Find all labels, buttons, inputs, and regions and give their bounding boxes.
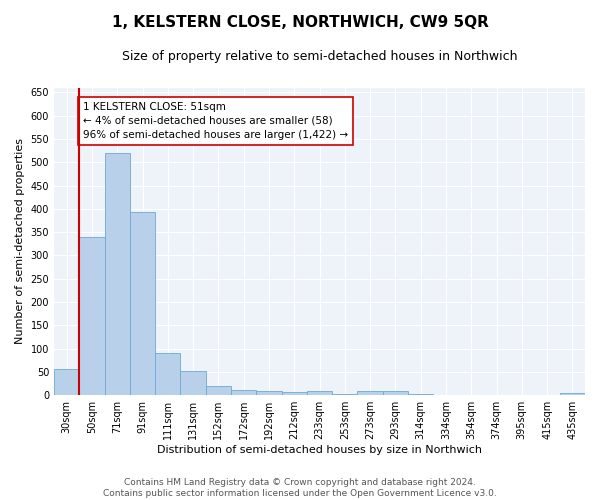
Bar <box>155 353 181 395</box>
Bar <box>560 393 585 395</box>
Bar <box>307 390 332 395</box>
Bar <box>231 390 256 395</box>
Bar <box>130 212 155 395</box>
Bar <box>408 394 433 395</box>
Bar <box>206 386 231 395</box>
Bar <box>383 391 408 395</box>
Bar <box>79 237 104 395</box>
Text: Contains HM Land Registry data © Crown copyright and database right 2024.
Contai: Contains HM Land Registry data © Crown c… <box>103 478 497 498</box>
Bar <box>358 391 383 395</box>
Bar <box>256 391 281 395</box>
Bar <box>332 394 358 395</box>
Y-axis label: Number of semi-detached properties: Number of semi-detached properties <box>15 138 25 344</box>
Title: Size of property relative to semi-detached houses in Northwich: Size of property relative to semi-detach… <box>122 50 517 63</box>
Bar <box>104 154 130 395</box>
Text: 1 KELSTERN CLOSE: 51sqm
← 4% of semi-detached houses are smaller (58)
96% of sem: 1 KELSTERN CLOSE: 51sqm ← 4% of semi-det… <box>83 102 348 140</box>
Bar <box>281 392 307 395</box>
Bar <box>181 372 206 395</box>
Bar <box>54 368 79 395</box>
Text: 1, KELSTERN CLOSE, NORTHWICH, CW9 5QR: 1, KELSTERN CLOSE, NORTHWICH, CW9 5QR <box>112 15 488 30</box>
X-axis label: Distribution of semi-detached houses by size in Northwich: Distribution of semi-detached houses by … <box>157 445 482 455</box>
